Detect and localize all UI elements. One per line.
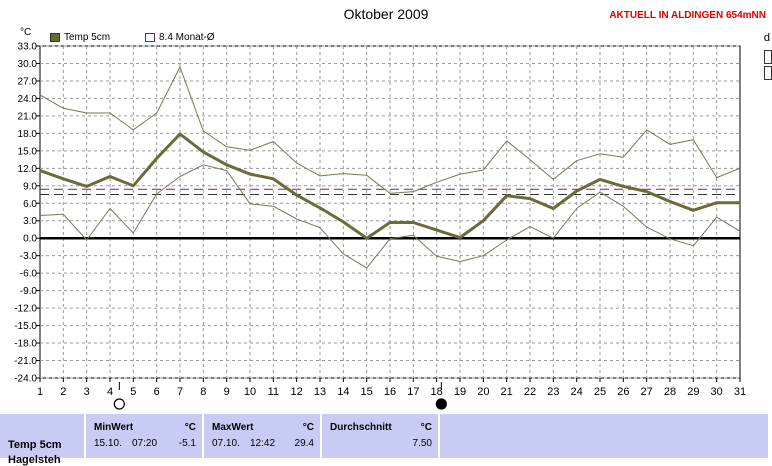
x-tick-label: 26 <box>617 386 629 398</box>
x-tick-label: 31 <box>734 386 746 398</box>
x-tick-label: 23 <box>547 386 559 398</box>
max-unit: °C <box>302 422 314 433</box>
x-tick-label: 30 <box>711 386 723 398</box>
legend-average: 8.4 Monat-Ø <box>145 32 215 43</box>
y-tick-label: -12.0 <box>14 304 37 315</box>
y-tick-label: -18.0 <box>14 339 37 350</box>
x-tick-label: 14 <box>337 386 349 398</box>
series-line-temp-5cm <box>39 132 740 240</box>
stats-min-cell: MinWert °C 15.10. 07:20 -5.1 <box>86 414 204 458</box>
stats-avg-cell: Durchschnitt °C 7.50 <box>322 414 440 458</box>
y-tick-label: 33.0 <box>18 42 38 53</box>
stats-max-cell: MaxWert °C 07.10. 12:42 29.4 <box>204 414 322 458</box>
x-tick-label: 19 <box>454 386 466 398</box>
y-tick-label: 12.0 <box>18 164 38 175</box>
y-tick-label: 18.0 <box>18 129 38 140</box>
legend-temp-swatch <box>50 33 60 42</box>
y-tick-label: -24.0 <box>14 374 37 385</box>
x-tick-label: 21 <box>501 386 513 398</box>
x-tick-label: 2 <box>60 386 66 398</box>
y-tick-label: 0.0 <box>23 234 37 245</box>
x-tick-label: 27 <box>641 386 653 398</box>
x-tick-label: 20 <box>477 386 489 398</box>
x-tick-label: 10 <box>244 386 256 398</box>
x-tick-label: 7 <box>177 386 183 398</box>
x-tick-label: 16 <box>384 386 396 398</box>
x-tick-label: 18 <box>431 386 443 398</box>
legend-temp-label: Temp 5cm <box>64 32 111 43</box>
x-tick-label: 6 <box>154 386 160 398</box>
full-moon-icon <box>113 398 125 410</box>
stats-table: Temp 5cm Hagelsteh MinWert °C 15.10. 07:… <box>0 414 768 466</box>
y-tick-label: -21.0 <box>14 356 37 367</box>
x-tick-label: 13 <box>314 386 326 398</box>
x-tick-label: 25 <box>594 386 606 398</box>
series-line-max <box>39 66 741 194</box>
x-tick-label: 1 <box>37 386 43 398</box>
y-unit-label: °C <box>20 27 32 38</box>
new-moon-icon <box>435 398 447 410</box>
temperature-chart: 33.030.027.024.021.018.015.012.09.06.03.… <box>14 42 746 410</box>
min-date: 15.10. <box>94 438 122 449</box>
stats-row-label-partial: Hagelsteh <box>8 454 61 466</box>
x-tick-label: 22 <box>524 386 536 398</box>
min-time: 07:20 <box>132 438 158 449</box>
legend-average-swatch <box>145 33 155 42</box>
y-tick-label: -6.0 <box>20 269 38 280</box>
avg-value: 7.50 <box>412 438 432 449</box>
x-tick-label: 28 <box>664 386 676 398</box>
x-tick-label: 8 <box>200 386 206 398</box>
x-tick-label: 9 <box>224 386 230 398</box>
y-tick-label: 6.0 <box>23 199 37 210</box>
min-unit: °C <box>184 422 196 433</box>
y-tick-label: 27.0 <box>18 76 38 87</box>
y-tick-label: -3.0 <box>20 251 38 262</box>
stats-empty-cell <box>440 414 768 458</box>
x-tick-label: 4 <box>107 386 113 398</box>
stats-row-label: Temp 5cm <box>8 439 62 451</box>
x-tick-label: 15 <box>361 386 373 398</box>
x-tick-label: 3 <box>84 386 90 398</box>
min-value: -5.1 <box>178 438 196 449</box>
location-label: AKTUELL IN ALDINGEN 654mNN <box>609 10 766 21</box>
y-tick-label: 30.0 <box>18 59 38 70</box>
y-tick-label: -15.0 <box>14 321 37 332</box>
avg-unit: °C <box>420 422 432 433</box>
x-tick-label: 17 <box>407 386 419 398</box>
x-tick-label: 24 <box>571 386 583 398</box>
max-time: 12:42 <box>250 438 276 449</box>
max-title: MaxWert <box>212 422 254 433</box>
x-tick-label: 29 <box>687 386 699 398</box>
stats-rowlabel-cell: Temp 5cm Hagelsteh <box>0 414 86 466</box>
y-tick-label: 9.0 <box>23 181 37 192</box>
x-tick-label: 5 <box>130 386 136 398</box>
series-line-min <box>39 164 741 269</box>
y-tick-label: -9.0 <box>20 286 38 297</box>
y-tick-label: 21.0 <box>18 111 38 122</box>
min-title: MinWert <box>94 422 134 433</box>
max-date: 07.10. <box>212 438 240 449</box>
y-tick-label: 15.0 <box>18 146 38 157</box>
legend-temp: Temp 5cm <box>50 32 110 43</box>
edge-letter: d <box>763 32 770 44</box>
max-value: 29.4 <box>294 438 314 449</box>
chart-title: Oktober 2009 <box>343 6 429 22</box>
y-tick-label: 3.0 <box>23 216 37 227</box>
avg-title: Durchschnitt <box>330 422 392 433</box>
legend-average-label: 8.4 Monat-Ø <box>159 32 215 43</box>
x-tick-label: 11 <box>268 386 279 398</box>
x-tick-label: 12 <box>291 386 303 398</box>
y-tick-label: 24.0 <box>18 94 38 105</box>
